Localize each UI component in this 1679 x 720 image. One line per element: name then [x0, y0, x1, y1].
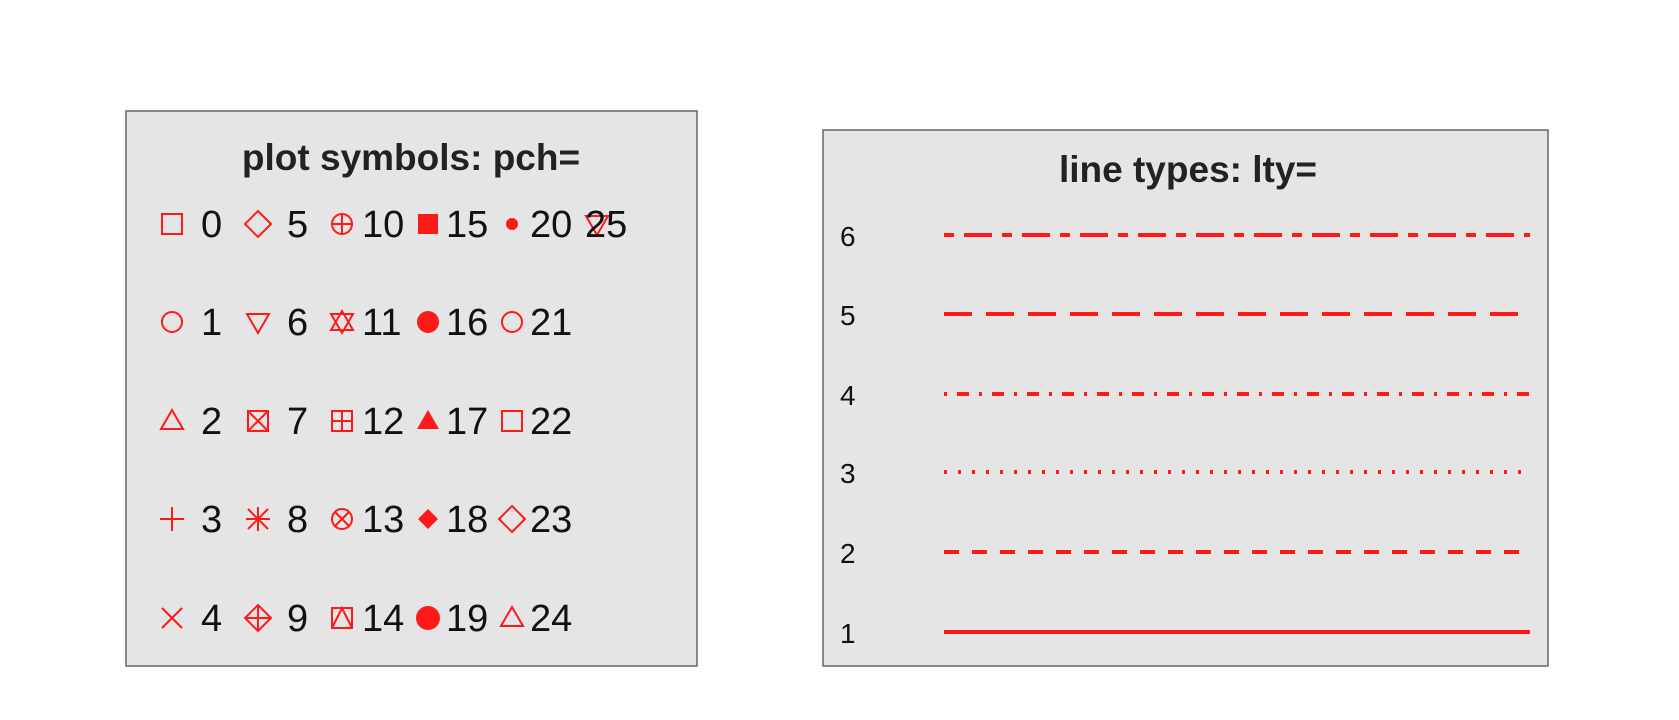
symbol-filled-diamond-icon — [418, 509, 438, 529]
symbol-number-label: 7 — [287, 401, 308, 443]
symbol-diamond-outline-icon — [497, 504, 527, 534]
lines-panel-frame — [822, 129, 1549, 667]
symbol-number-label: 18 — [446, 499, 488, 541]
symbols-grid: 0123456789101112131415161718192021222324… — [159, 204, 627, 640]
symbol-square-plus-icon — [331, 410, 353, 432]
line-type-label: 5 — [840, 300, 856, 331]
symbol-asterisk-icon — [246, 507, 270, 531]
symbols-panel-title: plot symbols: pch= — [242, 137, 580, 178]
symbols-panel-frame — [125, 110, 698, 667]
symbol-filled-triangle-icon — [417, 410, 439, 429]
line-type-label: 2 — [840, 538, 856, 569]
lines-grid: 6 5 4 3 2 1 — [840, 221, 1530, 649]
symbol-number-label: 24 — [530, 598, 572, 640]
line-type-label: 3 — [840, 458, 856, 489]
symbol-square-triangle-icon — [331, 605, 353, 629]
symbol-triangle-down-outline-icon — [584, 215, 610, 237]
symbol-number-label: 8 — [287, 499, 308, 541]
symbol-number-label: 13 — [362, 499, 404, 541]
symbol-number-label: 25 — [585, 204, 627, 246]
symbol-number-label: 22 — [530, 401, 572, 443]
symbol-cross-icon — [161, 607, 183, 629]
symbol-number-label: 11 — [362, 302, 401, 344]
symbol-number-label: 14 — [362, 598, 404, 640]
symbol-filled-circle-icon — [417, 311, 439, 333]
symbol-circle-icon — [161, 311, 183, 333]
symbol-small-dot-icon — [506, 218, 518, 230]
symbol-filled-square-icon — [418, 214, 438, 234]
symbol-number-label: 10 — [362, 204, 404, 246]
symbol-number-label: 6 — [287, 302, 308, 344]
symbol-circle-plus-icon — [331, 213, 353, 235]
symbol-number-label: 2 — [201, 401, 222, 443]
symbol-number-label: 16 — [446, 302, 488, 344]
symbol-number-label: 4 — [201, 598, 222, 640]
symbol-diamond-plus-icon — [243, 603, 273, 633]
symbol-number-label: 17 — [446, 401, 488, 443]
symbol-number-label: 0 — [201, 204, 222, 246]
symbol-square-icon — [161, 213, 183, 235]
symbol-filled-circle-large-icon — [416, 606, 440, 630]
symbol-square-outline-icon — [501, 410, 523, 432]
symbol-number-label: 5 — [287, 204, 308, 246]
symbol-number-label: 3 — [201, 499, 222, 541]
symbol-star-of-david-icon — [329, 309, 355, 335]
symbol-number-label: 1 — [201, 302, 222, 344]
symbols-panel: plot symbols: pch= 012345678910111213141… — [125, 110, 698, 667]
symbol-number-label: 12 — [362, 401, 404, 443]
line-type-label: 4 — [840, 380, 856, 411]
line-type-label: 6 — [840, 221, 856, 252]
symbol-triangle-up-icon — [159, 408, 185, 430]
symbol-circle-cross-icon — [331, 508, 353, 530]
symbol-diamond-icon — [243, 209, 273, 239]
symbol-number-label: 19 — [446, 598, 488, 640]
symbol-number-label: 21 — [530, 302, 572, 344]
line-type-label: 1 — [840, 618, 856, 649]
symbol-number-label: 15 — [446, 204, 488, 246]
symbol-number-label: 9 — [287, 598, 308, 640]
lines-panel: line types: lty= 6 5 4 3 2 1 — [822, 129, 1549, 667]
symbol-circle-outline-icon — [501, 311, 523, 333]
symbol-plus-icon — [160, 507, 184, 531]
symbol-triangle-down-icon — [245, 313, 271, 335]
symbol-triangle-outline-icon — [499, 605, 525, 627]
symbol-square-cross-icon — [247, 410, 269, 432]
symbol-number-label: 20 — [530, 204, 572, 246]
symbol-number-label: 23 — [530, 499, 572, 541]
lines-panel-title: line types: lty= — [1059, 149, 1317, 190]
